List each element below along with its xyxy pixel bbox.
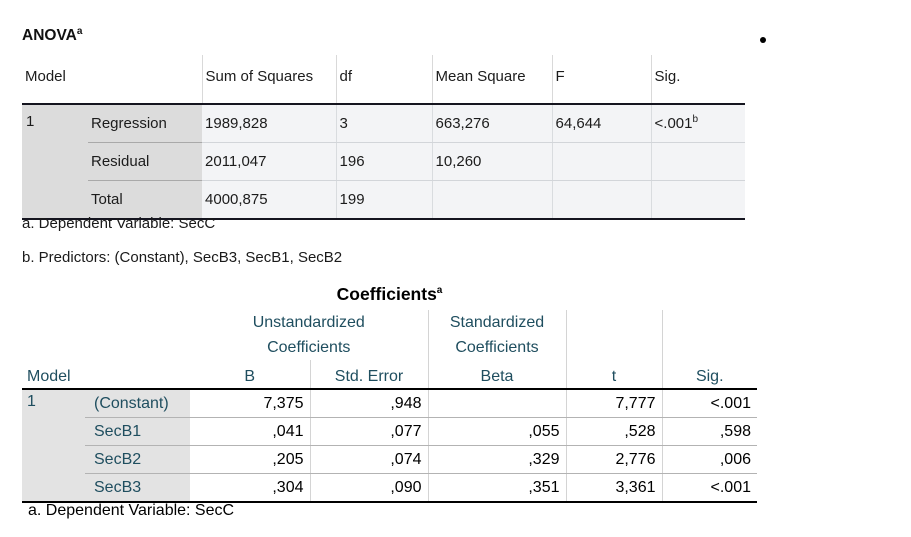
coefficients-cell-sig: ,598 [661, 417, 757, 446]
anova-cell-mean-square [431, 180, 553, 220]
coefficients-header-row: Model B Std. Error Beta t Sig. [22, 360, 757, 390]
unstandardized-coefficients-label: Unstandardized Coefficients [252, 314, 365, 356]
anova-sig-value: <.001 [654, 115, 693, 132]
anova-footnote-a: a. Dependent Variable: SecC [22, 215, 216, 232]
anova-cell-df: 3 [335, 104, 433, 143]
anova-title-text: ANOVA [22, 27, 77, 44]
anova-header-df: df [335, 55, 433, 105]
anova-cell-sig [650, 142, 746, 181]
coefficients-header-beta: Beta [427, 360, 566, 390]
anova-sig-superscript: b [692, 114, 699, 125]
coefficients-cell-beta: ,351 [427, 473, 566, 503]
coefficients-group-header-standardized: Standardized Coefficients [427, 310, 566, 360]
coefficients-title-text: Coefficients [336, 284, 437, 304]
coefficients-row-secb2: SecB2 ,205 ,074 ,329 2,776 ,006 [22, 445, 757, 474]
anova-cell-sum-of-squares: 1989,828 [202, 104, 337, 143]
anova-header-row: Model Sum of Squares df Mean Square F Si… [22, 55, 746, 105]
anova-cell-sum-of-squares: 4000,875 [202, 180, 337, 220]
coefficients-header-t: t [565, 360, 662, 390]
coefficients-row-constant: 1 (Constant) 7,375 ,948 7,777 <.001 [22, 389, 757, 503]
anova-cell-sig [650, 180, 746, 220]
coefficients-title-superscript: a [436, 285, 443, 297]
anova-cell-mean-square: 663,276 [431, 104, 553, 143]
anova-cell-f: 64,644 [551, 104, 652, 143]
coefficients-cell-t: ,528 [565, 417, 662, 446]
anova-header-f: F [551, 55, 652, 105]
coefficients-group-header-unstandardized: Unstandardized Coefficients [190, 310, 428, 360]
anova-header-sum-of-squares: Sum of Squares [201, 55, 337, 105]
anova-table: Model Sum of Squares df Mean Square F Si… [22, 55, 746, 220]
coefficients-header-sig: Sig. [661, 360, 757, 390]
coefficients-footnote-a: a. Dependent Variable: SecC [28, 502, 235, 519]
anova-cell-df: 199 [335, 180, 433, 220]
coefficients-row-secb3: SecB3 ,304 ,090 ,351 3,361 <.001 [22, 473, 757, 503]
coefficients-model-number: 1 [22, 389, 85, 503]
coefficients-header-model: Model [22, 360, 190, 390]
coefficients-row-label: (Constant) [85, 389, 190, 418]
anova-cell-f [551, 142, 652, 181]
anova-header-mean-square: Mean Square [431, 55, 553, 105]
coefficients-group-header-empty [565, 310, 662, 360]
coefficients-table: Unstandardized Coefficients Standardized… [22, 310, 757, 503]
anova-row-total: Total 4000,875 199 [22, 180, 746, 220]
coefficients-table-title: Coefficientsa [22, 284, 757, 305]
anova-cell-sum-of-squares: 2011,047 [202, 142, 337, 181]
coefficients-cell-sig: <.001 [661, 389, 757, 418]
anova-table-title: ANOVAa [22, 25, 83, 45]
coefficients-cell-sig: <.001 [661, 473, 757, 503]
coefficients-group-header-row: Unstandardized Coefficients Standardized… [22, 310, 757, 360]
coefficients-row-label: SecB2 [85, 445, 190, 474]
coefficients-cell-std-error: ,948 [309, 389, 428, 418]
coefficients-header-std-error: Std. Error [309, 360, 428, 390]
anova-row-residual: Residual 2011,047 196 10,260 [22, 142, 746, 181]
coefficients-header-b: B [190, 360, 310, 390]
coefficients-cell-std-error: ,090 [309, 473, 428, 503]
anova-title-superscript: a [76, 25, 83, 37]
coefficients-cell-b: 7,375 [190, 389, 310, 418]
anova-footnote-b: b. Predictors: (Constant), SecB3, SecB1,… [22, 249, 343, 266]
coefficients-cell-std-error: ,074 [309, 445, 428, 474]
coefficients-cell-b: ,304 [190, 473, 310, 503]
coefficients-cell-std-error: ,077 [309, 417, 428, 446]
anova-row-label: Residual [88, 142, 203, 181]
coefficients-cell-sig: ,006 [661, 445, 757, 474]
coefficients-row-label: SecB3 [85, 473, 190, 503]
coefficients-cell-beta [427, 389, 566, 418]
anova-row-label: Total [88, 180, 203, 220]
coefficients-group-header-empty [661, 310, 757, 360]
coefficients-cell-b: ,205 [190, 445, 310, 474]
anova-cell-mean-square: 10,260 [431, 142, 553, 181]
anova-cell-f [551, 180, 652, 220]
bullet-dot-icon [760, 37, 766, 43]
anova-header-model: Model [22, 55, 203, 105]
coefficients-cell-beta: ,055 [427, 417, 566, 446]
coefficients-cell-t: 7,777 [565, 389, 662, 418]
coefficients-cell-b: ,041 [190, 417, 310, 446]
anova-model-number: 1 [22, 104, 88, 220]
coefficients-row-label: SecB1 [85, 417, 190, 446]
anova-row-label: Regression [88, 104, 203, 143]
coefficients-cell-beta: ,329 [427, 445, 566, 474]
coefficients-cell-t: 3,361 [565, 473, 662, 503]
anova-header-sig: Sig. [650, 55, 746, 105]
anova-row-regression: 1 Regression 1989,828 3 663,276 64,644 <… [22, 104, 746, 220]
anova-cell-df: 196 [335, 142, 433, 181]
coefficients-row-secb1: SecB1 ,041 ,077 ,055 ,528 ,598 [22, 417, 757, 446]
anova-cell-sig: <.001b [650, 104, 746, 143]
coefficients-cell-t: 2,776 [565, 445, 662, 474]
standardized-coefficients-label: Standardized Coefficients [449, 314, 545, 356]
coefficients-group-header-empty [22, 310, 190, 360]
